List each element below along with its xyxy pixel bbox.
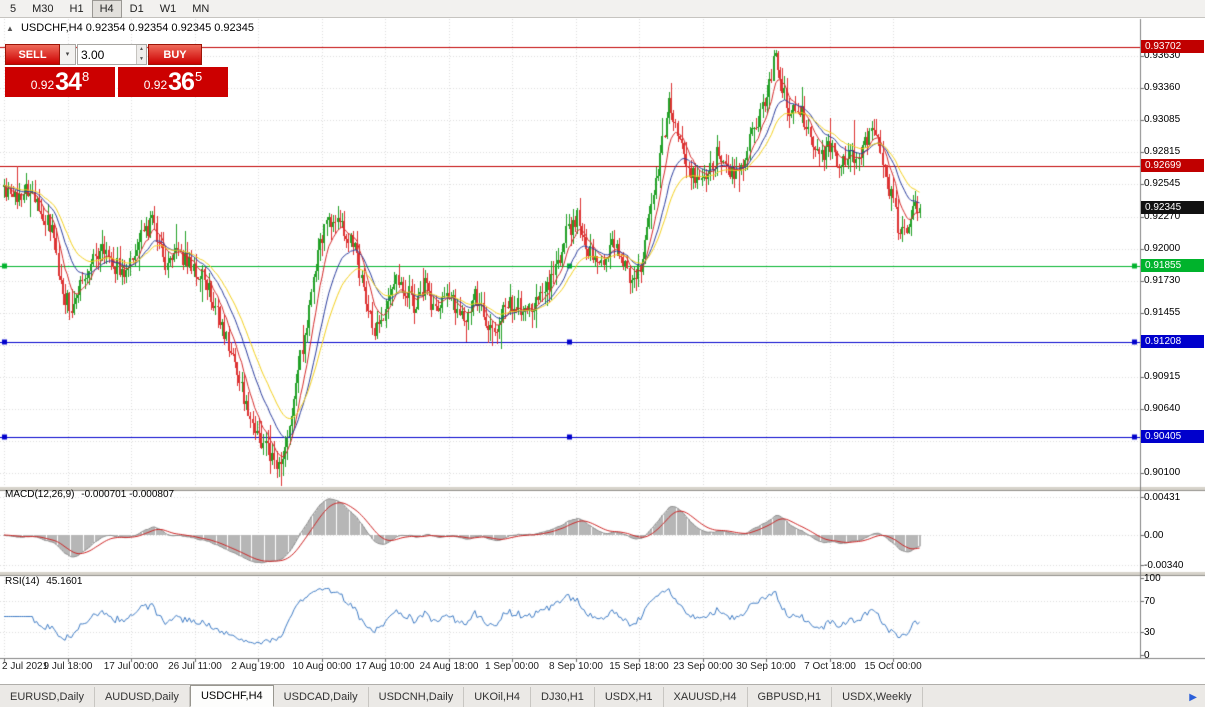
time-axis-label: 2 Aug 19:00 bbox=[231, 661, 285, 672]
timeframe-button-d1[interactable]: D1 bbox=[129, 2, 144, 15]
timeframe-button-m30[interactable]: M30 bbox=[32, 2, 54, 15]
sell-price-big-digits: 34 bbox=[55, 68, 82, 96]
sell-price-prefix: 0.92 bbox=[30, 78, 55, 92]
chart-tabs-bar: EURUSD,Daily AUDUSD,Daily USDCHF,H4 USDCAD,… bbox=[0, 684, 1205, 707]
volume-dropdown-button[interactable]: ▾ bbox=[60, 44, 76, 65]
tab-usdchf-h4[interactable]: USDCHF,H4 bbox=[189, 685, 274, 707]
macd-axis-label: -0.00340 bbox=[1144, 560, 1184, 571]
volume-increase-button[interactable]: ▲ bbox=[137, 45, 146, 55]
rsi-axis-label: 100 bbox=[1144, 573, 1161, 584]
price-level-tag: 0.91208 bbox=[1141, 335, 1204, 348]
tab-usdx-weekly[interactable]: USDX,Weekly bbox=[832, 687, 923, 707]
time-axis-label: 10 Aug 00:00 bbox=[292, 661, 352, 672]
macd-values: -0.000701 -0.000807 bbox=[81, 489, 175, 500]
timeframe-button-h1[interactable]: H1 bbox=[69, 2, 84, 15]
one-click-trading-panel: SELL ▾ ▲ ▼ BUY 0.92 34 8 0.92 36 bbox=[5, 44, 229, 97]
price-axis-label: 0.93085 bbox=[1144, 114, 1181, 125]
price-axis-label: 0.90915 bbox=[1144, 371, 1181, 382]
macd-indicator-label: MACD(12,26,9) -0.000701 -0.000807 bbox=[5, 489, 174, 500]
price-level-tag: 0.90405 bbox=[1141, 430, 1204, 443]
rsi-axis-label: 70 bbox=[1144, 596, 1156, 607]
price-axis-label: 0.93630 bbox=[1144, 50, 1181, 61]
chevron-down-icon: ▾ bbox=[65, 51, 70, 58]
timeframe-toolbar: 5 M30 H1 H4 D1 W1 MN bbox=[0, 0, 1205, 18]
time-axis-label: 17 Aug 10:00 bbox=[355, 661, 415, 672]
macd-name: MACD(12,26,9) bbox=[5, 489, 75, 500]
volume-stepper: ▲ ▼ bbox=[136, 45, 146, 64]
volume-field: ▲ ▼ bbox=[77, 44, 147, 65]
buy-price-prefix: 0.92 bbox=[143, 78, 168, 92]
rsi-axis-label: 0 bbox=[1144, 650, 1150, 661]
rsi-value: 45.1601 bbox=[46, 576, 83, 587]
sell-button[interactable]: SELL bbox=[5, 44, 60, 65]
time-axis-label: 9 Jul 18:00 bbox=[43, 661, 93, 672]
time-axis-label: 8 Sep 10:00 bbox=[549, 661, 603, 672]
collapse-trade-panel-icon[interactable]: ▲ bbox=[6, 24, 14, 33]
chart-title: ▲ USDCHF,H4 0.92354 0.92354 0.92345 0.92… bbox=[6, 22, 254, 34]
price-axis-label: 0.92545 bbox=[1144, 178, 1181, 189]
price-level-tag: 0.91855 bbox=[1141, 259, 1204, 272]
rsi-axis-label: 30 bbox=[1144, 627, 1156, 638]
rsi-name: RSI(14) bbox=[5, 576, 40, 587]
buy-button[interactable]: BUY bbox=[148, 44, 202, 65]
time-axis-label: 24 Aug 18:00 bbox=[419, 661, 479, 672]
time-axis-label: 17 Jul 00:00 bbox=[103, 661, 159, 672]
tab-xauusd-h4[interactable]: XAUUSD,H4 bbox=[664, 687, 748, 707]
time-axis-label: 26 Jul 11:00 bbox=[168, 661, 222, 672]
sell-price-display[interactable]: 0.92 34 8 bbox=[5, 67, 115, 97]
tab-dj30-h1[interactable]: DJ30,H1 bbox=[531, 687, 595, 707]
tab-usdcad-daily[interactable]: USDCAD,Daily bbox=[274, 687, 369, 707]
time-axis-label: 1 Sep 00:00 bbox=[485, 661, 539, 672]
time-axis-label: 15 Sep 18:00 bbox=[609, 661, 669, 672]
time-axis-label: 23 Sep 00:00 bbox=[673, 661, 733, 672]
time-axis-label: 15 Oct 00:00 bbox=[864, 661, 922, 672]
time-axis-label: 2 Jul 2021 bbox=[2, 661, 49, 672]
price-axis-label: 0.93360 bbox=[1144, 82, 1181, 93]
tab-scroll-right-icon[interactable]: ▶ bbox=[1189, 692, 1197, 703]
volume-input[interactable] bbox=[78, 45, 136, 64]
price-axis-label: 0.91455 bbox=[1144, 307, 1181, 318]
price-axis-label: 0.91730 bbox=[1144, 275, 1181, 286]
current-price-tag: 0.92345 bbox=[1141, 201, 1204, 214]
time-axis-label: 30 Sep 10:00 bbox=[736, 661, 796, 672]
timeframe-button-w1[interactable]: W1 bbox=[159, 2, 177, 15]
buy-price-big-digits: 36 bbox=[168, 68, 195, 96]
rsi-indicator-label: RSI(14) 45.1601 bbox=[5, 576, 82, 587]
price-axis-label: 0.92270 bbox=[1144, 211, 1181, 222]
volume-decrease-button[interactable]: ▼ bbox=[137, 54, 146, 64]
buy-price-display[interactable]: 0.92 36 5 bbox=[118, 67, 228, 97]
tab-gbpusd-h1[interactable]: GBPUSD,H1 bbox=[748, 687, 833, 707]
tab-audusd-daily[interactable]: AUDUSD,Daily bbox=[95, 687, 190, 707]
sell-price-pipette: 8 bbox=[81, 69, 90, 84]
macd-axis-label: 0.00 bbox=[1144, 530, 1164, 541]
ohlc-quotes: 0.92354 0.92354 0.92345 0.92345 bbox=[85, 22, 254, 34]
price-axis-label: 0.90100 bbox=[1144, 467, 1181, 478]
price-level-tag: 0.93702 bbox=[1141, 40, 1204, 53]
timeframe-button-mn[interactable]: MN bbox=[192, 2, 210, 15]
price-axis-label: 0.92815 bbox=[1144, 146, 1181, 157]
price-axis-label: 0.90640 bbox=[1144, 403, 1181, 414]
price-level-tag: 0.92699 bbox=[1141, 159, 1204, 172]
timeframe-button-h4[interactable]: H4 bbox=[91, 0, 122, 18]
tab-usdx-h1[interactable]: USDX,H1 bbox=[595, 687, 664, 707]
timeframe-button-5[interactable]: 5 bbox=[10, 2, 17, 15]
tab-usdcnh-daily[interactable]: USDCNH,Daily bbox=[369, 687, 465, 707]
price-axis-label: 0.92000 bbox=[1144, 243, 1181, 254]
time-axis-label: 7 Oct 18:00 bbox=[804, 661, 856, 672]
tab-ukoil-h4[interactable]: UKOil,H4 bbox=[464, 687, 532, 707]
symbol-period-label: USDCHF,H4 bbox=[20, 22, 83, 34]
buy-price-pipette: 5 bbox=[194, 69, 203, 84]
macd-axis-label: 0.00431 bbox=[1144, 492, 1181, 503]
tab-eurusd-daily[interactable]: EURUSD,Daily bbox=[0, 687, 95, 707]
